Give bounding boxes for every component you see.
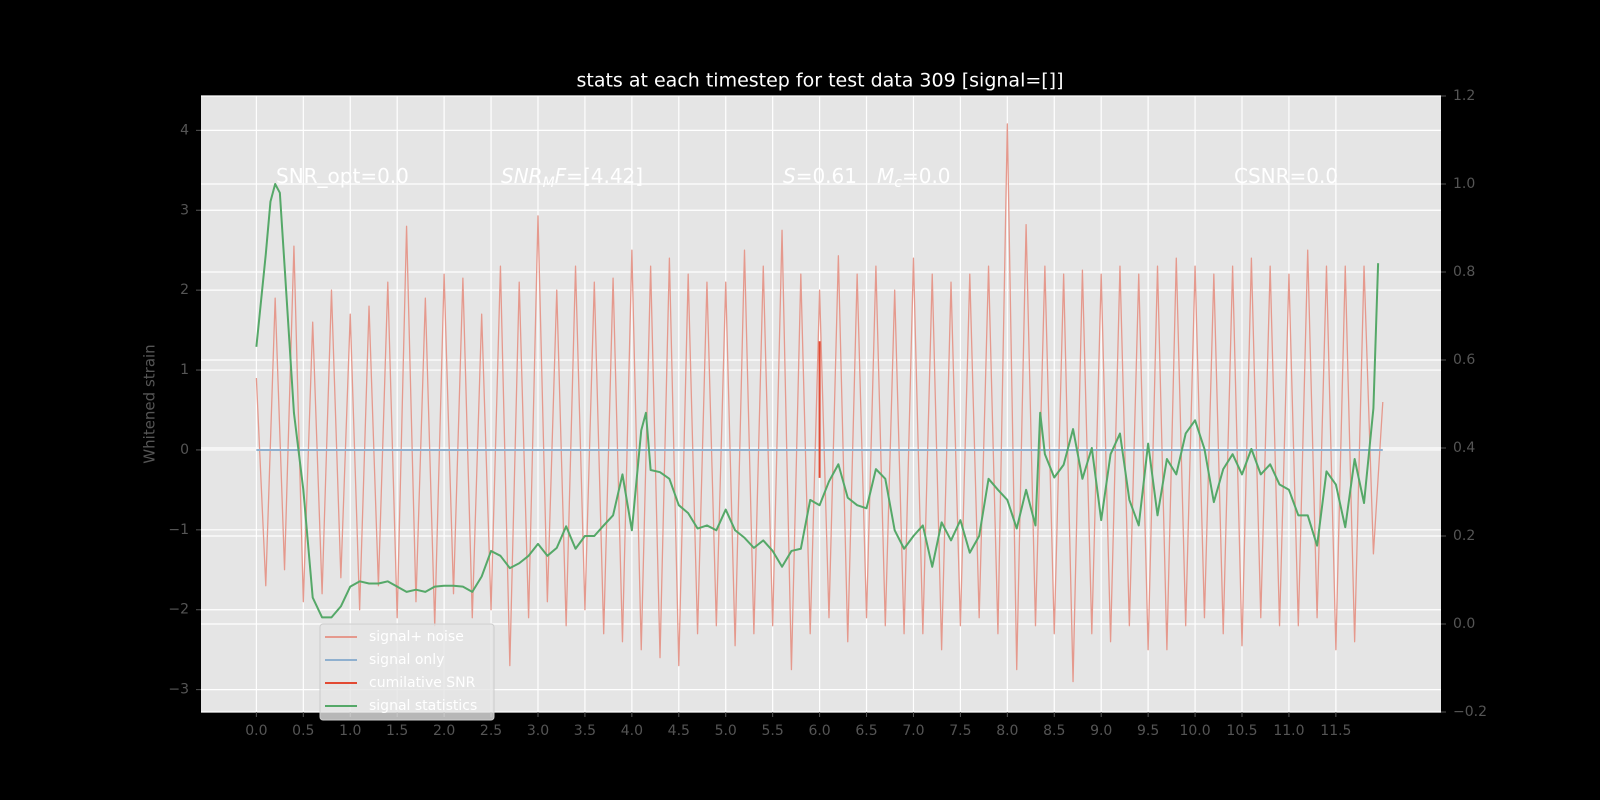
y-tick-label: 1 (180, 362, 189, 378)
y-tick-label: −1 (168, 522, 189, 538)
y-tick-label: 4 (180, 122, 189, 138)
x-tick-label: 0.5 (292, 723, 314, 739)
y-tick-label: 3 (180, 202, 189, 218)
legend-box (319, 623, 495, 721)
legend-label: signal only (369, 652, 444, 668)
annotation-part: M (877, 164, 894, 188)
annotation-part: F (555, 164, 567, 188)
y-tick-label: −3 (168, 682, 189, 698)
x-tick-label: 7.5 (949, 723, 971, 739)
x-tick-label: 10.5 (1226, 723, 1257, 739)
annotation: SNRMF=[4.42] (501, 164, 643, 192)
x-tick-label: 6.5 (855, 723, 877, 739)
y-tick-label: −2 (168, 602, 189, 618)
y-tick-label: 2 (180, 282, 189, 298)
x-tick-label: 4.5 (668, 723, 690, 739)
y-axis-label: Whitened strain (141, 344, 159, 463)
y2-tick-label: 1.0 (1453, 176, 1475, 192)
annotation-part: =[4.42] (566, 164, 643, 188)
legend-label: signal statistics (369, 698, 477, 714)
y2-tick-label: 0.4 (1453, 440, 1475, 456)
annotation: SNR_opt=0.0 (276, 164, 409, 188)
x-tick-label: 5.0 (715, 723, 737, 739)
annotation-part: M (543, 175, 555, 191)
x-tick-label: 4.0 (621, 723, 643, 739)
y2-tick-label: 0.8 (1453, 264, 1475, 280)
x-tick-label: 1.0 (339, 723, 361, 739)
x-tick-label: 8.5 (1043, 723, 1065, 739)
chart-title: stats at each timestep for test data 309… (576, 70, 1063, 92)
x-tick-label: 7.0 (902, 723, 924, 739)
x-tick-label: 2.5 (480, 723, 502, 739)
annotation-part: c (894, 175, 902, 191)
annotation-part: SNR (501, 164, 543, 188)
x-tick-label: 0.0 (245, 723, 267, 739)
x-tick-label: 8.0 (996, 723, 1018, 739)
legend-label: cumilative SNR (369, 675, 476, 691)
annotation-part: CSNR=0.0 (1234, 164, 1338, 188)
x-tick-label: 3.5 (574, 723, 596, 739)
series-line (255, 183, 1380, 619)
x-tick-label: 11.5 (1320, 723, 1351, 739)
annotation-part: S (783, 164, 796, 188)
annotation: CSNR=0.0 (1234, 164, 1338, 188)
x-tick-label: 10.0 (1179, 723, 1210, 739)
x-tick-label: 1.5 (386, 723, 408, 739)
annotation: Mc=0.0 (877, 164, 951, 192)
x-tick-label: 2.0 (433, 723, 455, 739)
x-tick-label: 3.0 (527, 723, 549, 739)
annotation-part: =0.61 (796, 164, 857, 188)
y2-tick-label: 0.0 (1453, 616, 1475, 632)
y2-tick-label: 1.2 (1453, 88, 1475, 104)
series-line (255, 123, 1384, 683)
annotation-part: =0.0 (902, 164, 951, 188)
x-tick-label: 9.5 (1137, 723, 1159, 739)
y2-tick-label: −0.2 (1453, 704, 1487, 720)
y-tick-label: 0 (180, 442, 189, 458)
x-tick-label: 9.0 (1090, 723, 1112, 739)
annotation: S=0.61 (783, 164, 857, 188)
x-tick-label: 5.5 (762, 723, 784, 739)
y2-tick-label: 0.6 (1453, 352, 1475, 368)
annotation-part: SNR_opt=0.0 (276, 164, 409, 188)
x-tick-label: 6.0 (808, 723, 830, 739)
x-tick-label: 11.0 (1273, 723, 1304, 739)
legend-label: signal+ noise (369, 629, 464, 645)
y2-tick-label: 0.2 (1453, 528, 1475, 544)
